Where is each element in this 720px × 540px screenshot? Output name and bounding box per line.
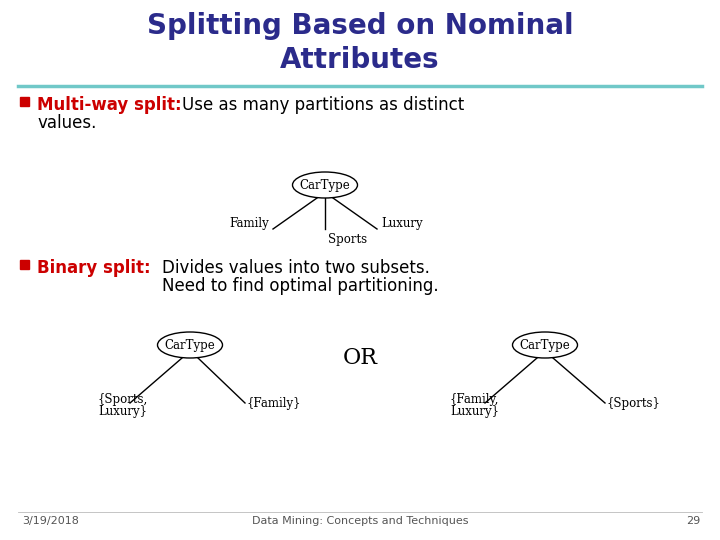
- Text: CarType: CarType: [520, 339, 570, 352]
- Text: Splitting Based on Nominal: Splitting Based on Nominal: [147, 12, 573, 40]
- Ellipse shape: [158, 332, 222, 358]
- Text: OR: OR: [343, 347, 377, 369]
- Text: Divides values into two subsets.: Divides values into two subsets.: [162, 259, 430, 277]
- Text: Data Mining: Concepts and Techniques: Data Mining: Concepts and Techniques: [252, 516, 468, 526]
- Text: {Family,: {Family,: [450, 393, 500, 406]
- Text: {Sports,: {Sports,: [98, 393, 148, 406]
- Text: Sports: Sports: [328, 233, 367, 246]
- Ellipse shape: [513, 332, 577, 358]
- Text: Need to find optimal partitioning.: Need to find optimal partitioning.: [162, 277, 438, 295]
- Text: CarType: CarType: [165, 339, 215, 352]
- Text: Luxury}: Luxury}: [98, 405, 147, 418]
- Text: Attributes: Attributes: [280, 46, 440, 74]
- Text: values.: values.: [37, 114, 96, 132]
- Text: Luxury}: Luxury}: [450, 405, 499, 418]
- Ellipse shape: [292, 172, 358, 198]
- Text: Family: Family: [229, 217, 269, 230]
- Text: Multi-way split:: Multi-way split:: [37, 96, 181, 114]
- Text: 3/19/2018: 3/19/2018: [22, 516, 79, 526]
- Bar: [20, 97, 29, 106]
- Text: {Sports}: {Sports}: [607, 397, 661, 410]
- Text: CarType: CarType: [300, 179, 351, 192]
- Bar: [20, 260, 29, 269]
- Text: 29: 29: [685, 516, 700, 526]
- Text: Binary split:: Binary split:: [37, 259, 150, 277]
- Text: Use as many partitions as distinct: Use as many partitions as distinct: [182, 96, 464, 114]
- Text: Luxury: Luxury: [381, 217, 423, 230]
- Text: {Family}: {Family}: [247, 397, 302, 410]
